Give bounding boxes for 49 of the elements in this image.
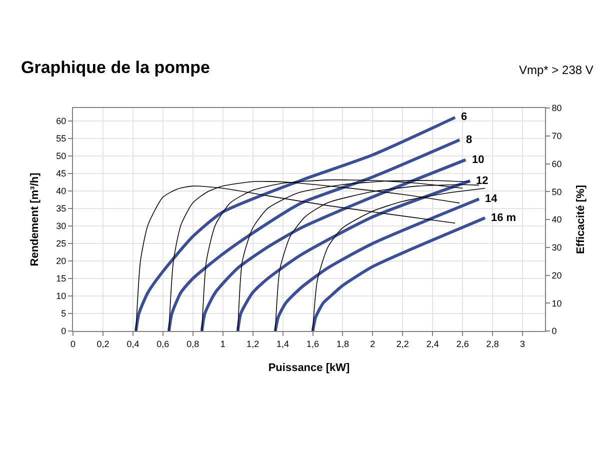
y2-tick-label: 50 [552,186,562,197]
y-tick-label: 20 [56,256,66,266]
x-tick-label: 1,2 [246,338,260,349]
y-tick-label: 0 [61,326,66,336]
y2-axis-title: Efficacité [%] [575,184,588,254]
y2-tick-label: 20 [552,270,562,280]
y2-tick-label: 80 [552,103,562,114]
x-tick-label: 0,4 [126,338,140,349]
x-tick-label: 0,2 [96,338,110,349]
series-label: 12 [476,175,488,187]
series-label: 10 [472,154,484,166]
x-tick-label: 2,8 [486,338,499,349]
x-tick-label: 0,8 [186,338,200,349]
series-label: 6 [461,111,468,123]
x-tick-label: 1 [220,338,226,349]
y-tick-label: 10 [56,291,66,302]
x-tick-label: 2,6 [456,338,469,349]
x-tick-label: 2,2 [396,338,409,349]
y-tick-label: 50 [56,151,66,162]
y-tick-label: 25 [56,238,66,249]
x-tick-label: 0 [70,338,76,349]
y-axis-title: Rendement [m³/h] [28,172,41,266]
y-tick-label: 40 [56,186,66,196]
series-label: 14 [485,193,498,205]
x-tick-label: 2,4 [426,338,439,349]
y2-tick-label: 10 [552,298,562,308]
x-axis-title: Puissance [kW] [268,362,350,374]
y-tick-label: 5 [61,308,66,319]
x-tick-label: 2 [370,338,376,349]
y2-tick-label: 30 [552,242,562,253]
y-tick-label: 30 [56,221,66,232]
x-tick-label: 0,6 [156,338,170,349]
chart-title: Graphique de la pompe [21,58,210,77]
series-label: 8 [466,134,472,146]
x-tick-label: 1,4 [276,338,290,349]
x-tick-label: 3 [520,338,526,349]
y-tick-label: 35 [56,204,66,214]
y2-tick-label: 60 [552,158,562,169]
y-tick-label: 45 [56,168,66,179]
series-label: 16 m [491,212,516,224]
x-tick-label: 1,8 [336,338,349,349]
chart-subtitle: Vmp* > 238 V [519,63,594,77]
y-tick-label: 55 [56,134,66,144]
y-tick-label: 60 [56,116,66,126]
y-tick-label: 15 [56,274,66,284]
y2-tick-label: 40 [552,214,562,225]
y2-tick-label: 0 [552,326,557,336]
x-tick-label: 1,6 [306,338,320,349]
y2-tick-label: 70 [552,131,562,142]
